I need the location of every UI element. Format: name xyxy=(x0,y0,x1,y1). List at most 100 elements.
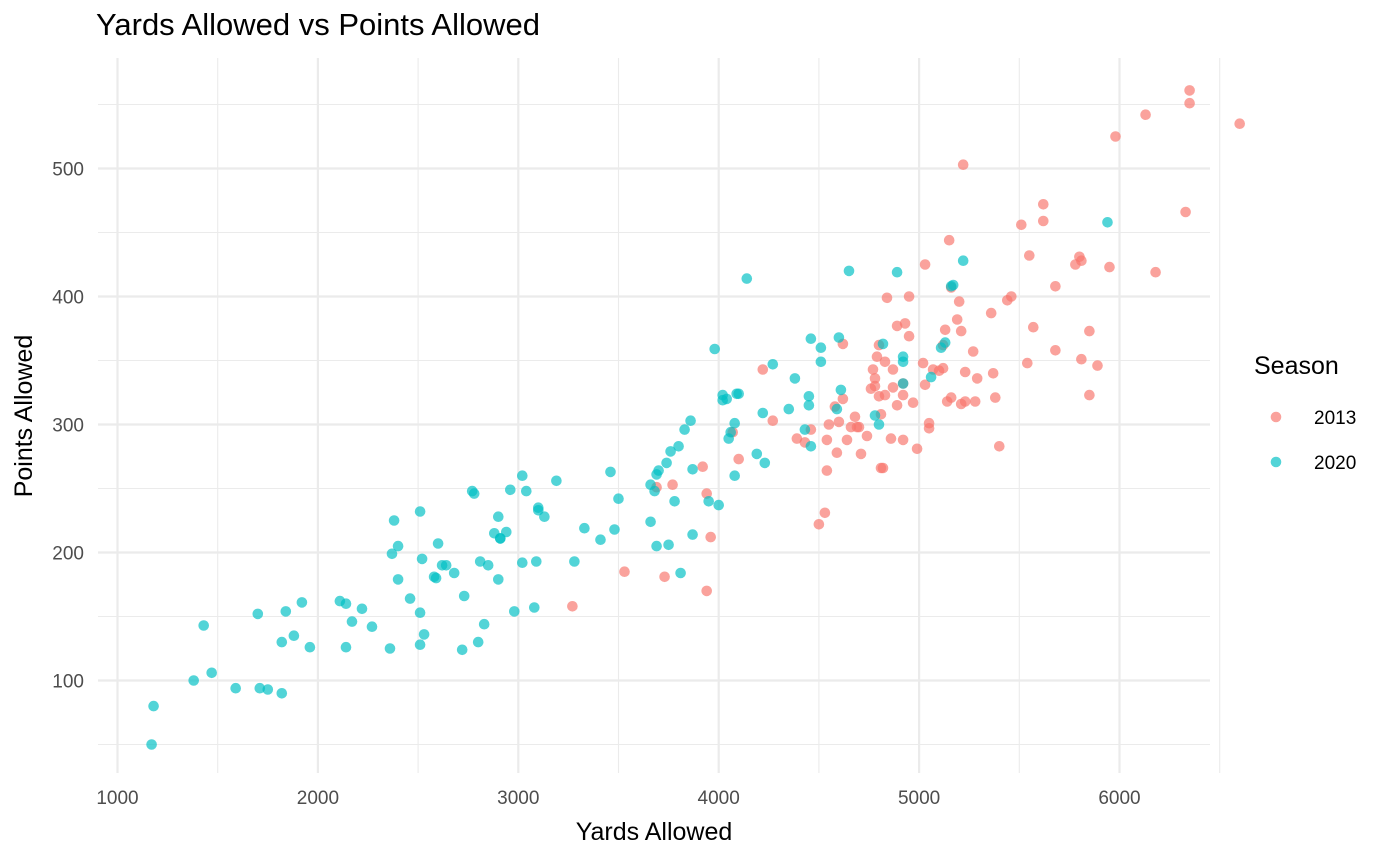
data-point xyxy=(955,398,967,410)
data-point xyxy=(478,618,490,630)
data-point xyxy=(1022,357,1033,369)
data-point xyxy=(188,675,199,686)
data-point xyxy=(891,320,903,332)
data-point xyxy=(521,485,532,497)
data-point xyxy=(551,475,562,487)
data-point xyxy=(821,434,833,446)
data-point xyxy=(959,366,971,378)
data-point xyxy=(815,342,827,354)
data-point xyxy=(1076,353,1087,365)
data-point xyxy=(955,325,967,337)
data-point xyxy=(953,296,965,307)
data-point xyxy=(619,566,630,577)
data-point xyxy=(869,410,881,421)
data-point xyxy=(493,511,504,522)
data-point xyxy=(404,593,416,604)
data-point xyxy=(703,496,714,507)
data-point xyxy=(356,603,368,615)
x-axis-title: Yards Allowed xyxy=(576,818,733,846)
data-point xyxy=(340,598,352,609)
data-point xyxy=(923,423,935,434)
data-point xyxy=(414,639,426,650)
data-point xyxy=(887,382,899,393)
data-point xyxy=(713,499,724,511)
data-point xyxy=(1234,118,1245,129)
data-point xyxy=(789,373,801,384)
data-point xyxy=(887,364,899,375)
x-tick-label: 2000 xyxy=(297,788,339,809)
data-point xyxy=(252,608,264,620)
data-point xyxy=(206,667,217,679)
data-point xyxy=(468,488,480,499)
data-point xyxy=(835,384,847,396)
x-tick-label: 1000 xyxy=(96,788,138,809)
legend-label-2020: 2020 xyxy=(1314,453,1356,474)
data-point xyxy=(831,447,843,459)
data-point xyxy=(957,159,969,170)
data-point xyxy=(1038,199,1049,210)
data-point xyxy=(579,522,590,534)
data-point xyxy=(885,433,897,444)
data-point xyxy=(823,419,835,430)
legend-label-2013: 2013 xyxy=(1314,408,1356,429)
y-tick-label: 300 xyxy=(52,416,84,437)
data-point xyxy=(430,572,442,584)
data-point xyxy=(673,441,684,452)
data-point xyxy=(418,629,430,640)
data-point xyxy=(757,407,769,419)
data-point xyxy=(803,391,815,402)
data-point xyxy=(733,453,744,465)
data-point xyxy=(472,636,484,648)
data-point xyxy=(1104,261,1115,273)
data-point xyxy=(651,540,662,552)
data-point xyxy=(1092,360,1103,371)
data-point xyxy=(897,378,909,389)
x-tick-label: 6000 xyxy=(1098,788,1140,809)
data-point xyxy=(877,462,889,474)
data-point xyxy=(1038,215,1049,227)
y-tick-label: 100 xyxy=(52,672,84,693)
data-point xyxy=(831,403,843,415)
data-point xyxy=(911,443,923,455)
data-point xyxy=(1002,295,1013,306)
data-point xyxy=(799,424,811,435)
data-point xyxy=(432,538,444,549)
data-point xyxy=(280,606,292,617)
data-point xyxy=(474,556,486,567)
legend: Season 2013 2020 xyxy=(1254,352,1356,474)
data-point xyxy=(493,574,504,585)
data-point xyxy=(386,548,398,560)
data-point xyxy=(609,524,620,535)
data-point xyxy=(767,415,779,427)
data-point xyxy=(865,383,877,395)
data-point xyxy=(198,620,209,631)
data-point xyxy=(897,434,909,446)
data-point xyxy=(969,396,981,407)
data-point xyxy=(659,571,670,583)
data-point xyxy=(296,597,308,608)
data-point xyxy=(815,356,827,368)
data-point xyxy=(288,630,300,641)
data-point xyxy=(733,388,744,400)
data-point xyxy=(941,396,953,407)
data-point xyxy=(783,403,795,415)
data-point xyxy=(1184,85,1195,96)
data-point xyxy=(741,273,753,284)
data-point xyxy=(879,389,891,401)
data-point xyxy=(891,400,903,411)
data-point xyxy=(925,371,937,383)
y-axis-tick-labels: 100 200 300 400 500 xyxy=(52,160,84,693)
data-point xyxy=(919,379,931,391)
data-point xyxy=(937,362,949,374)
legend-key-2013 xyxy=(1270,411,1282,423)
data-point xyxy=(645,516,656,528)
data-point xyxy=(869,373,881,384)
data-point xyxy=(304,641,316,653)
data-point xyxy=(897,389,909,401)
data-point xyxy=(1140,109,1151,120)
data-point xyxy=(843,265,855,277)
data-point xyxy=(440,560,452,571)
data-point xyxy=(919,259,931,270)
minor-gridlines xyxy=(98,58,1221,773)
data-point xyxy=(985,307,997,319)
